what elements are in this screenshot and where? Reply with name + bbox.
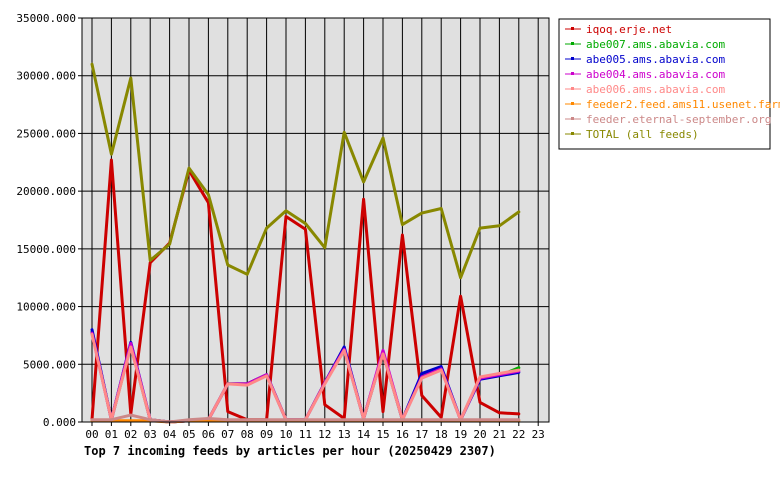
series-lines xyxy=(90,62,521,424)
legend-label: abe004.ams.abavia.com xyxy=(586,68,725,81)
axes: 0.000 5000.000 10000.000 15000.000 20000.000… xyxy=(16,12,544,441)
y-tick-label: 20000.000 xyxy=(16,185,76,198)
legend-label: abe006.ams.abavia.com xyxy=(586,83,725,96)
legend-label: TOTAL (all feeds) xyxy=(586,128,699,141)
legend-label: abe007.ams.abavia.com xyxy=(586,38,725,51)
legend-marker xyxy=(571,72,574,75)
x-tick-label: 14 xyxy=(357,428,371,441)
x-tick-label: 15 xyxy=(376,428,389,441)
x-tick-label: 12 xyxy=(318,428,331,441)
y-tick-label: 30000.000 xyxy=(16,70,76,83)
legend-label: feeder.eternal-september.org xyxy=(586,113,771,126)
legend-marker xyxy=(571,27,574,30)
plot-frame xyxy=(81,17,550,423)
x-tick-label: 13 xyxy=(338,428,351,441)
x-tick-label: 23 xyxy=(532,428,545,441)
x-tick-label: 01 xyxy=(105,428,118,441)
x-tick-label: 21 xyxy=(493,428,506,441)
y-tick-label: 5000.000 xyxy=(23,358,76,371)
chart-title: Top 7 incoming feeds by articles per hou… xyxy=(84,444,496,458)
x-tick-label: 03 xyxy=(144,428,157,441)
x-tick-label: 09 xyxy=(260,428,273,441)
legend-marker xyxy=(571,42,574,45)
x-tick-label: 11 xyxy=(299,428,312,441)
legend-label: iqoq.erje.net xyxy=(586,23,672,36)
y-tick-label: 15000.000 xyxy=(16,243,76,256)
y-tick-label: 10000.000 xyxy=(16,301,76,314)
x-tick-label: 16 xyxy=(396,428,409,441)
x-tick-label: 20 xyxy=(473,428,486,441)
x-tick-label: 10 xyxy=(279,428,292,441)
x-tick-label: 02 xyxy=(124,428,137,441)
legend-marker xyxy=(571,117,574,120)
y-tick-label: 25000.000 xyxy=(16,127,76,140)
legend-marker xyxy=(571,132,574,135)
y-tick-label: 0.000 xyxy=(43,416,76,429)
legend: iqoq.erje.net abe007.ams.abavia.com abe005… xyxy=(558,18,780,150)
x-tick-label: 22 xyxy=(512,428,525,441)
x-tick-label: 00 xyxy=(85,428,98,441)
legend-marker xyxy=(571,87,574,90)
x-tick-label: 17 xyxy=(415,428,428,441)
x-tick-label: 06 xyxy=(202,428,215,441)
x-tick-label: 07 xyxy=(221,428,234,441)
legend-label: feeder2.feed.ams11.usenet.farm xyxy=(586,98,780,111)
legend-box xyxy=(558,18,771,150)
legend-label: abe005.ams.abavia.com xyxy=(586,53,725,66)
x-tick-label: 08 xyxy=(241,428,254,441)
x-tick-label: 19 xyxy=(454,428,467,441)
legend-marker xyxy=(571,102,574,105)
x-tick-label: 05 xyxy=(182,428,195,441)
series-line xyxy=(90,62,521,280)
y-tick-label: 35000.000 xyxy=(16,12,76,25)
legend-marker xyxy=(571,57,574,60)
series-line xyxy=(90,413,521,424)
x-tick-label: 04 xyxy=(163,428,177,441)
x-tick-label: 18 xyxy=(435,428,448,441)
plot-background xyxy=(82,18,549,422)
